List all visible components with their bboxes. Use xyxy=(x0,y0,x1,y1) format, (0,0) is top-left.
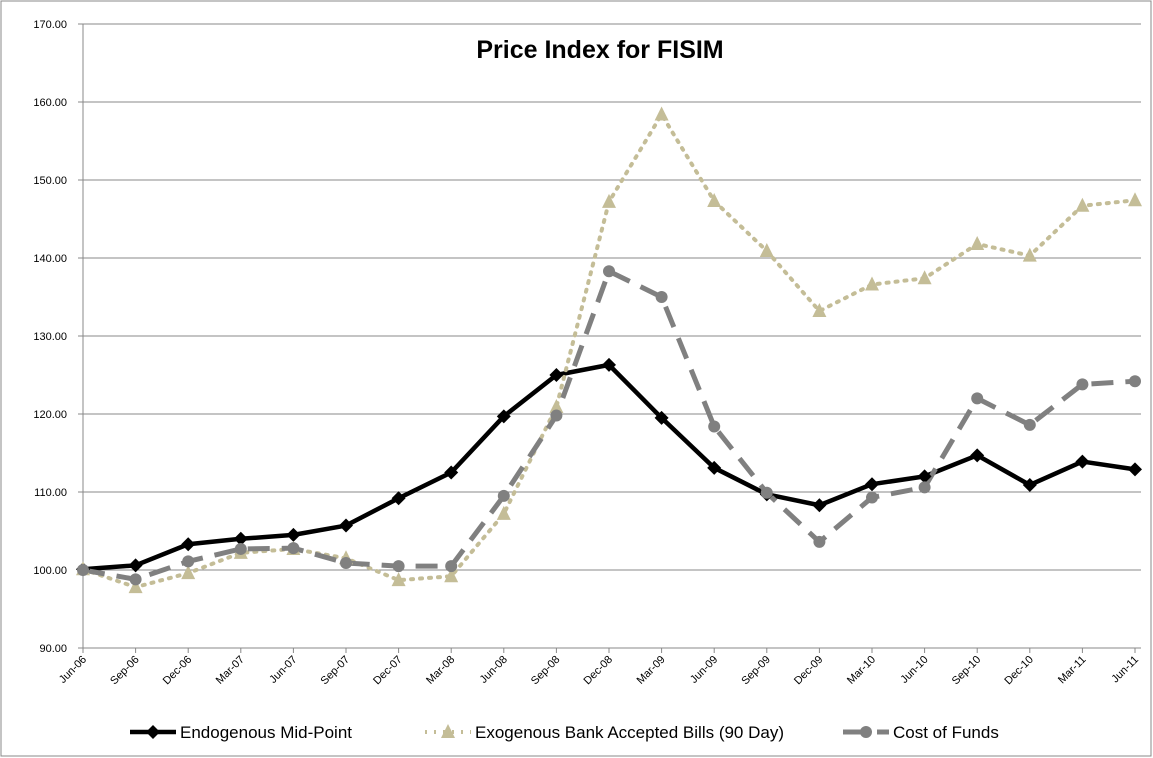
marker xyxy=(181,537,196,552)
marker xyxy=(970,235,985,250)
marker xyxy=(917,469,932,484)
y-tick-label: 110.00 xyxy=(34,487,67,499)
marker xyxy=(497,489,510,502)
marker xyxy=(654,410,669,425)
marker xyxy=(1128,192,1142,207)
marker xyxy=(77,564,89,576)
marker xyxy=(339,518,353,533)
y-tick-label: 170.00 xyxy=(33,19,67,31)
series-line xyxy=(82,268,1136,582)
marker xyxy=(602,193,616,208)
marker xyxy=(128,558,143,573)
marker xyxy=(496,505,511,520)
marker xyxy=(971,392,984,405)
marker xyxy=(444,465,459,480)
marker xyxy=(444,568,459,583)
marker xyxy=(603,265,615,278)
marker xyxy=(1022,477,1037,492)
marker xyxy=(286,527,301,542)
y-tick-label: 100.00 xyxy=(33,565,67,577)
y-tick-label: 90.00 xyxy=(39,643,67,655)
marker xyxy=(708,420,721,433)
marker xyxy=(1128,462,1142,477)
marker xyxy=(654,106,669,121)
marker xyxy=(812,498,827,513)
chart-title: Price Index for FISIM xyxy=(476,36,723,64)
marker xyxy=(1075,197,1090,212)
marker xyxy=(128,579,143,594)
marker xyxy=(759,242,774,257)
marker xyxy=(549,398,564,413)
marker xyxy=(918,481,931,494)
y-tick-label: 150.00 xyxy=(33,175,67,187)
legend-marker xyxy=(441,724,455,738)
marker xyxy=(866,491,878,504)
marker xyxy=(340,556,352,569)
y-tick-label: 120.00 xyxy=(33,409,67,421)
marker xyxy=(287,542,300,555)
y-tick-label: 160.00 xyxy=(33,97,67,109)
marker xyxy=(496,409,511,424)
marker xyxy=(234,542,247,555)
marker xyxy=(1129,375,1141,388)
marker xyxy=(707,193,722,208)
marker xyxy=(550,409,563,422)
marker xyxy=(445,560,458,573)
marker xyxy=(129,573,142,586)
marker xyxy=(865,276,879,291)
marker xyxy=(813,535,826,548)
marker xyxy=(1022,247,1037,262)
marker xyxy=(391,491,406,506)
marker xyxy=(1023,418,1036,431)
marker xyxy=(970,448,985,463)
legend-label: Cost of Funds xyxy=(893,723,999,742)
legend-marker xyxy=(860,726,872,738)
y-tick-label: 140.00 xyxy=(33,253,67,265)
marker xyxy=(233,531,248,546)
marker xyxy=(549,368,564,382)
marker xyxy=(865,477,879,492)
marker xyxy=(391,572,406,587)
marker xyxy=(1075,454,1090,469)
marker xyxy=(392,560,405,573)
legend-marker xyxy=(146,725,160,739)
marker xyxy=(181,565,196,580)
marker xyxy=(182,555,195,568)
marker xyxy=(602,357,616,372)
marker xyxy=(707,460,722,475)
legend-label: Exogenous Bank Accepted Bills (90 Day) xyxy=(475,723,784,742)
marker xyxy=(760,486,773,499)
marker xyxy=(655,291,668,303)
y-tick-label: 130.00 xyxy=(33,331,67,343)
marker xyxy=(812,303,827,318)
marker xyxy=(917,270,932,285)
legend-label: Endogenous Mid-Point xyxy=(180,723,352,742)
marker xyxy=(1076,378,1089,391)
